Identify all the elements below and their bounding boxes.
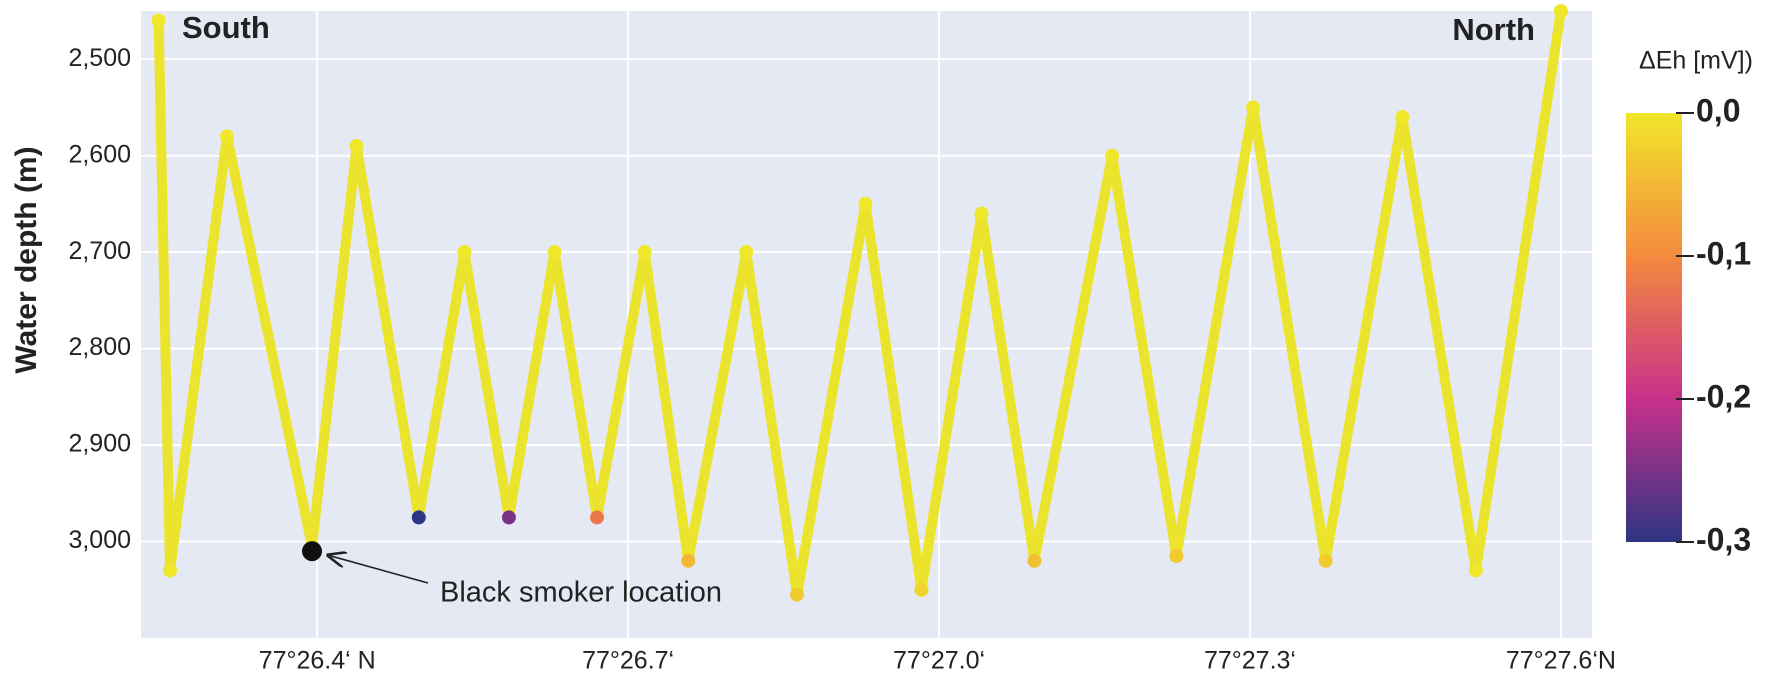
- north-label: North: [1452, 12, 1535, 47]
- colorbar-tick-label: 0,0: [1696, 92, 1740, 128]
- track-point: [501, 510, 516, 525]
- colorbar-tick-label: -0,1: [1696, 235, 1751, 271]
- x-tick-label: 77°27.3‘: [1204, 647, 1296, 675]
- x-tick-label: 77°26.4‘ N: [259, 647, 376, 675]
- y-tick-label: 3,000: [68, 526, 131, 554]
- track-point: [858, 196, 873, 211]
- annotation-label: Black smoker location: [440, 577, 722, 609]
- annotation-arrow: [328, 555, 429, 584]
- colorbar-title: ΔEh [mV]): [1639, 47, 1753, 75]
- track-point: [1027, 553, 1042, 568]
- track-point: [637, 245, 652, 260]
- track-point: [349, 139, 364, 154]
- south-label: South: [182, 10, 270, 45]
- track-point: [1318, 553, 1333, 568]
- track-point: [590, 510, 605, 525]
- track-point: [1553, 4, 1568, 18]
- track-point: [457, 245, 472, 260]
- y-tick-label: 2,600: [68, 140, 131, 168]
- x-tick-label: 77°27.6‘N: [1506, 647, 1616, 675]
- black-smoker-marker: [302, 541, 323, 562]
- x-tick-label: 77°27.0‘: [893, 647, 985, 675]
- track-point: [1169, 549, 1184, 564]
- track-point: [1246, 100, 1261, 115]
- colorbar: [1626, 113, 1682, 542]
- y-tick-label: 2,800: [68, 333, 131, 361]
- track-point: [151, 13, 166, 28]
- track-point: [1395, 110, 1410, 125]
- y-axis-label: Water depth (m): [10, 146, 43, 373]
- track-point: [163, 563, 178, 578]
- track-point: [914, 582, 929, 597]
- track-point: [1468, 563, 1483, 578]
- track-point: [411, 510, 426, 525]
- track-point: [1105, 148, 1120, 163]
- colorbar-tick-label: -0,3: [1696, 521, 1751, 557]
- track-point: [220, 129, 235, 144]
- colorbar-tick-label: -0,2: [1696, 378, 1751, 414]
- track-point: [790, 587, 805, 602]
- track-point: [974, 206, 989, 221]
- track-point: [547, 245, 562, 260]
- x-tick-label: 77°26.7‘: [582, 647, 674, 675]
- track-point: [739, 245, 754, 260]
- y-tick-label: 2,700: [68, 237, 131, 265]
- y-tick-label: 2,900: [68, 430, 131, 458]
- y-tick-label: 2,500: [68, 44, 131, 72]
- plot-background: [141, 11, 1592, 638]
- track-point: [681, 553, 696, 568]
